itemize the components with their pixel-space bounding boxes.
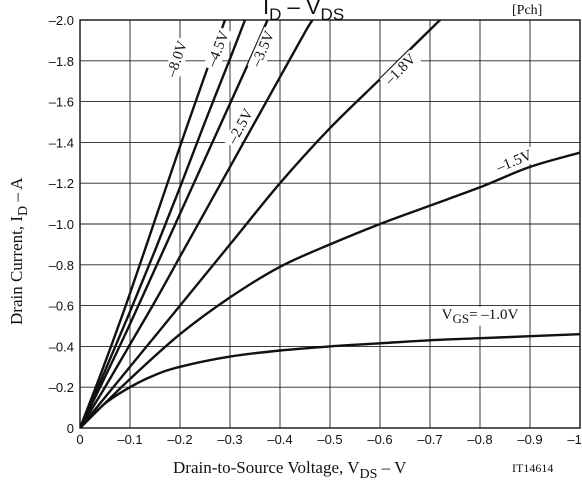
x-tick-label: –0.6	[367, 432, 392, 447]
y-tick-label: –0.8	[49, 258, 74, 273]
x-tick-label: –0.7	[417, 432, 442, 447]
y-tick-label: –1.4	[49, 135, 74, 150]
curve-label-background	[223, 104, 258, 150]
x-tick-label: –0.1	[117, 432, 142, 447]
x-axis-label: Drain-to-Source Voltage, VDS – V	[173, 458, 407, 481]
x-tick-label: –1.0	[567, 432, 582, 447]
y-tick-label: –1.2	[49, 176, 74, 191]
y-tick-label: –0.2	[49, 380, 74, 395]
curve-label-background	[247, 26, 280, 72]
y-tick-labels: 0 –0.2 –0.4 –0.6 –0.8 –1.0 –1.2 –1.4 –1.6 –1.8 –2.…	[49, 13, 74, 436]
curve-label-text: VGS= –1.0V	[442, 307, 519, 326]
x-tick-label: 0	[76, 432, 83, 447]
y-tick-label: –1.6	[49, 95, 74, 110]
x-tick-label: –0.4	[267, 432, 292, 447]
curve-label-text: –3.5V	[248, 29, 278, 70]
y-tick-label: –2.0	[49, 13, 74, 28]
y-tick-label: –0.4	[49, 339, 74, 354]
curve-label: –4.5V	[203, 26, 234, 72]
curve-label-background	[379, 49, 422, 91]
curve-3.5v	[80, 20, 269, 428]
chart-title: ID – VDS	[263, 0, 344, 24]
grid	[80, 20, 580, 428]
x-tick-labels: 0 –0.1 –0.2 –0.3 –0.4 –0.5 –0.6 –0.7 –0.8 –0.9 –1.…	[76, 432, 582, 447]
y-axis-label: Drain Current, ID – A	[7, 177, 31, 325]
y-tick-label: –0.6	[49, 299, 74, 314]
curve-label: –8.0V	[162, 36, 192, 83]
curve-label: VGS= –1.0V	[439, 306, 521, 326]
curve-label: –3.5V	[247, 26, 280, 72]
y-tick-label: –1.0	[49, 217, 74, 232]
curve-label-background	[203, 26, 234, 72]
curve-label-text: –8.0V	[164, 39, 191, 80]
figure-id: IT14614	[512, 461, 553, 475]
curve-1.0v	[80, 333, 580, 428]
y-tick-label: –1.8	[49, 54, 74, 69]
curve-label-background	[439, 306, 521, 326]
plot-frame	[79, 19, 581, 429]
curve-8.0v	[80, 20, 227, 428]
x-tick-label: –0.8	[467, 432, 492, 447]
curve-4.5v	[80, 20, 247, 428]
curve-label-background	[491, 146, 537, 178]
x-tick-label: –0.9	[517, 432, 542, 447]
x-tick-label: –0.2	[167, 432, 192, 447]
curve-label: –1.8V	[379, 49, 422, 91]
curve-1.5v	[80, 151, 580, 428]
pch-label: [Pch]	[512, 3, 542, 18]
x-tick-label: –0.3	[217, 432, 242, 447]
curve-2.5v	[80, 20, 314, 428]
y-tick-label: 0	[67, 421, 74, 436]
curve-label-background	[162, 36, 192, 83]
x-tick-label: –0.5	[317, 432, 342, 447]
